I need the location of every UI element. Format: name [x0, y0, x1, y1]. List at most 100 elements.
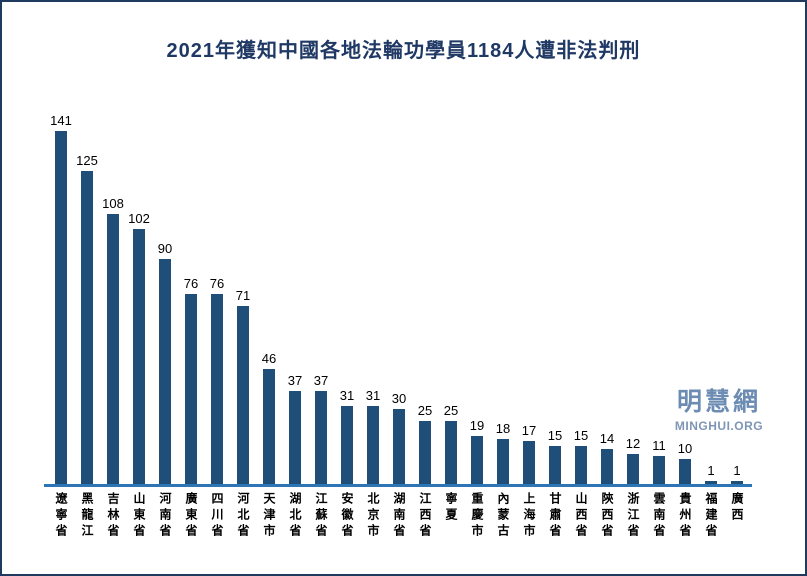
bar-column: 31 [360, 388, 386, 484]
bar-value-label: 30 [391, 391, 407, 406]
bar-column: 18 [490, 421, 516, 484]
bar-column: 108 [100, 196, 126, 484]
bar-value-label: 108 [102, 196, 124, 211]
bar-value-label: 46 [261, 351, 277, 366]
bar-column: 125 [74, 153, 100, 484]
bar-column: 14 [594, 431, 620, 484]
bar-column: 76 [178, 276, 204, 484]
bar-value-label: 12 [625, 436, 641, 451]
bar-column: 19 [464, 418, 490, 484]
bar [601, 449, 613, 484]
bar-column: 15 [542, 428, 568, 484]
bar-column: 30 [386, 391, 412, 484]
x-axis-label: 寧夏 [444, 492, 458, 524]
x-axis-label: 河北省 [236, 492, 250, 540]
bar [731, 481, 743, 484]
bar [315, 391, 327, 484]
bar [55, 131, 67, 484]
bar-value-label: 141 [50, 113, 72, 128]
x-axis-label: 天津市 [262, 492, 276, 540]
x-axis-label: 江西省 [418, 492, 432, 540]
bar-column: 102 [126, 211, 152, 484]
bar-value-label: 37 [313, 373, 329, 388]
bar-value-label: 25 [417, 403, 433, 418]
x-axis-label: 上海市 [522, 492, 536, 540]
x-axis-label: 河南省 [158, 492, 172, 540]
x-axis-label: 內蒙古 [496, 492, 510, 540]
bar-column: 15 [568, 428, 594, 484]
bar-value-label: 18 [495, 421, 511, 436]
bar-column: 25 [412, 403, 438, 484]
bar [705, 481, 717, 484]
bar [133, 229, 145, 484]
bar-value-label: 31 [365, 388, 381, 403]
bar-column: 31 [334, 388, 360, 484]
x-axis-label: 雲南省 [652, 492, 666, 540]
bar [471, 436, 483, 484]
bar-value-label: 1 [707, 463, 715, 478]
bar-column: 76 [204, 276, 230, 484]
bar-value-label: 76 [209, 276, 225, 291]
x-axis-label: 重慶市 [470, 492, 484, 540]
x-axis-label: 貴州省 [678, 492, 692, 540]
bar-value-label: 17 [521, 423, 537, 438]
bar-value-label: 19 [469, 418, 485, 433]
bar-value-label: 31 [339, 388, 355, 403]
x-axis-label: 湖南省 [392, 492, 406, 540]
bar [289, 391, 301, 484]
x-axis-label: 甘肅省 [548, 492, 562, 540]
bar [523, 441, 535, 484]
bar-value-label: 25 [443, 403, 459, 418]
bar-value-label: 76 [183, 276, 199, 291]
x-axis-label: 遼寧省 [54, 492, 68, 540]
bar [575, 446, 587, 484]
x-axis-label: 山西省 [574, 492, 588, 540]
x-axis-label: 北京市 [366, 492, 380, 540]
x-axis-label: 陝西省 [600, 492, 614, 540]
x-axis-labels: 遼寧省 黑龍江 吉林省 山東省 河南省 廣東省 四川省 河北省 天津市 湖北省 江蘇省 安徽省 北京市湖… [48, 492, 750, 540]
bar-value-label: 102 [128, 211, 150, 226]
bar [679, 459, 691, 484]
bar-value-label: 125 [76, 153, 98, 168]
x-axis-label: 黑龍江 [80, 492, 94, 540]
bar [81, 171, 93, 484]
bar [341, 406, 353, 484]
bar [185, 294, 197, 484]
bar [653, 456, 665, 484]
x-axis-label: 吉林省 [106, 492, 120, 540]
bar-column: 37 [282, 373, 308, 484]
bar [237, 306, 249, 484]
bar-value-label: 10 [677, 441, 693, 456]
bar-value-label: 15 [573, 428, 589, 443]
bar [159, 259, 171, 484]
x-axis-label: 四川省 [210, 492, 224, 540]
x-axis-label: 浙江省 [626, 492, 640, 540]
bar-column: 90 [152, 241, 178, 484]
x-axis-label: 湖北省 [288, 492, 302, 540]
bar [367, 406, 379, 484]
bar-column: 37 [308, 373, 334, 484]
bar-column: 46 [256, 351, 282, 484]
bar-value-label: 15 [547, 428, 563, 443]
bar [393, 409, 405, 484]
bar-column: 25 [438, 403, 464, 484]
chart-title: 2021年獲知中國各地法輪功學員1184人遭非法判刑 [166, 40, 641, 62]
x-axis-label: 廣西 [730, 492, 744, 524]
bar [627, 454, 639, 484]
bar [263, 369, 275, 484]
bar-column: 11 [646, 438, 672, 484]
bar-value-label: 11 [652, 438, 666, 453]
bar-column: 12 [620, 436, 646, 484]
bar [445, 421, 457, 484]
bar-column: 17 [516, 423, 542, 484]
x-axis-label: 安徽省 [340, 492, 354, 540]
bar-column: 1 [698, 463, 724, 484]
bar-column: 1 [724, 463, 750, 484]
x-axis-label: 廣東省 [184, 492, 198, 540]
bar [211, 294, 223, 484]
bar [549, 446, 561, 484]
bar [419, 421, 431, 484]
bar-plot-columns: 141 125 108 102 90 76 76 71 46 37 37 31 31 30 25 25 19 18… [48, 95, 750, 484]
x-axis-label: 山東省 [132, 492, 146, 540]
